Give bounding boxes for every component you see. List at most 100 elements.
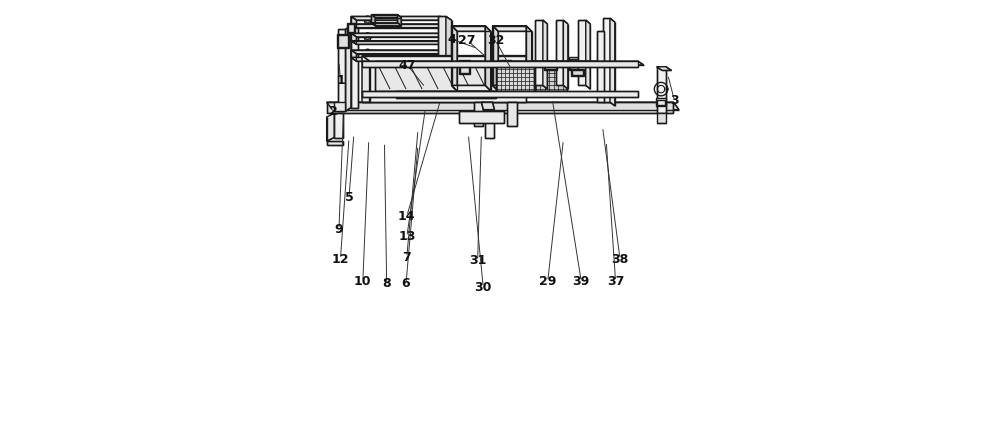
- Polygon shape: [375, 61, 504, 91]
- Polygon shape: [371, 15, 401, 18]
- Polygon shape: [526, 26, 532, 91]
- Text: 10: 10: [354, 275, 372, 288]
- Polygon shape: [603, 18, 610, 102]
- Bar: [657, 100, 665, 105]
- Text: 12: 12: [332, 253, 349, 266]
- Polygon shape: [440, 16, 446, 27]
- Text: 5: 5: [345, 191, 353, 204]
- Text: 1: 1: [336, 74, 345, 87]
- Bar: [656, 98, 666, 106]
- Text: 3: 3: [670, 94, 679, 107]
- Polygon shape: [351, 50, 446, 54]
- Text: 27: 27: [458, 34, 476, 47]
- Bar: [545, 64, 556, 69]
- Polygon shape: [535, 61, 567, 91]
- Text: 13: 13: [398, 230, 415, 243]
- Polygon shape: [351, 16, 356, 27]
- Bar: [347, 23, 355, 33]
- Polygon shape: [327, 113, 334, 141]
- Polygon shape: [657, 113, 666, 123]
- Text: 30: 30: [475, 281, 492, 293]
- Polygon shape: [371, 15, 375, 26]
- Polygon shape: [493, 26, 498, 91]
- Bar: [459, 60, 470, 74]
- Bar: [569, 57, 579, 70]
- Polygon shape: [481, 102, 494, 109]
- Bar: [338, 35, 348, 47]
- Text: 2: 2: [329, 106, 337, 118]
- Polygon shape: [440, 33, 446, 44]
- Polygon shape: [362, 91, 638, 97]
- Polygon shape: [446, 16, 452, 65]
- Text: 37: 37: [607, 275, 624, 288]
- Text: 32: 32: [487, 34, 504, 47]
- Polygon shape: [459, 112, 504, 123]
- Bar: [570, 58, 578, 69]
- Polygon shape: [556, 20, 563, 85]
- Text: 47: 47: [399, 59, 416, 72]
- Polygon shape: [493, 26, 532, 31]
- Bar: [572, 70, 583, 75]
- Polygon shape: [371, 23, 401, 26]
- Polygon shape: [535, 20, 543, 85]
- Polygon shape: [351, 41, 446, 44]
- Polygon shape: [351, 50, 356, 61]
- Polygon shape: [493, 85, 532, 91]
- Polygon shape: [334, 102, 345, 112]
- Polygon shape: [507, 102, 517, 127]
- Polygon shape: [440, 50, 446, 61]
- Polygon shape: [563, 20, 568, 89]
- Text: 9: 9: [335, 223, 343, 236]
- Polygon shape: [351, 33, 356, 44]
- Text: 39: 39: [573, 275, 590, 288]
- Polygon shape: [345, 26, 351, 112]
- Polygon shape: [351, 16, 446, 20]
- Polygon shape: [452, 26, 457, 91]
- Bar: [544, 63, 557, 70]
- Polygon shape: [474, 102, 483, 127]
- Bar: [571, 69, 584, 76]
- Polygon shape: [586, 20, 590, 89]
- Polygon shape: [535, 61, 601, 65]
- Text: 14: 14: [398, 210, 416, 223]
- Polygon shape: [597, 31, 604, 102]
- Polygon shape: [657, 67, 671, 70]
- Polygon shape: [362, 61, 638, 67]
- Polygon shape: [578, 20, 586, 85]
- Text: 8: 8: [382, 277, 391, 290]
- Polygon shape: [543, 20, 547, 89]
- Text: 29: 29: [539, 275, 556, 288]
- Bar: [460, 61, 469, 73]
- Text: 31: 31: [469, 254, 486, 267]
- Text: 6: 6: [402, 277, 410, 290]
- Ellipse shape: [364, 33, 371, 41]
- Polygon shape: [351, 33, 446, 37]
- Polygon shape: [657, 67, 666, 113]
- Polygon shape: [351, 24, 446, 27]
- Polygon shape: [485, 26, 491, 91]
- Polygon shape: [327, 102, 679, 109]
- Polygon shape: [351, 57, 446, 61]
- Bar: [501, 61, 510, 73]
- Polygon shape: [452, 85, 491, 91]
- Polygon shape: [485, 113, 494, 138]
- Polygon shape: [362, 55, 534, 61]
- Polygon shape: [496, 61, 534, 91]
- Ellipse shape: [364, 16, 371, 24]
- Polygon shape: [327, 141, 343, 145]
- Ellipse shape: [364, 49, 371, 57]
- Polygon shape: [452, 26, 491, 31]
- Polygon shape: [396, 91, 496, 98]
- Polygon shape: [438, 16, 446, 61]
- Bar: [500, 60, 511, 74]
- Polygon shape: [397, 15, 401, 26]
- Polygon shape: [338, 30, 345, 112]
- Text: 7: 7: [402, 251, 411, 264]
- Polygon shape: [610, 18, 615, 106]
- Bar: [337, 34, 349, 48]
- Text: 4: 4: [447, 33, 456, 45]
- Polygon shape: [362, 55, 370, 102]
- Polygon shape: [351, 26, 358, 108]
- Polygon shape: [362, 61, 644, 65]
- Bar: [348, 24, 354, 32]
